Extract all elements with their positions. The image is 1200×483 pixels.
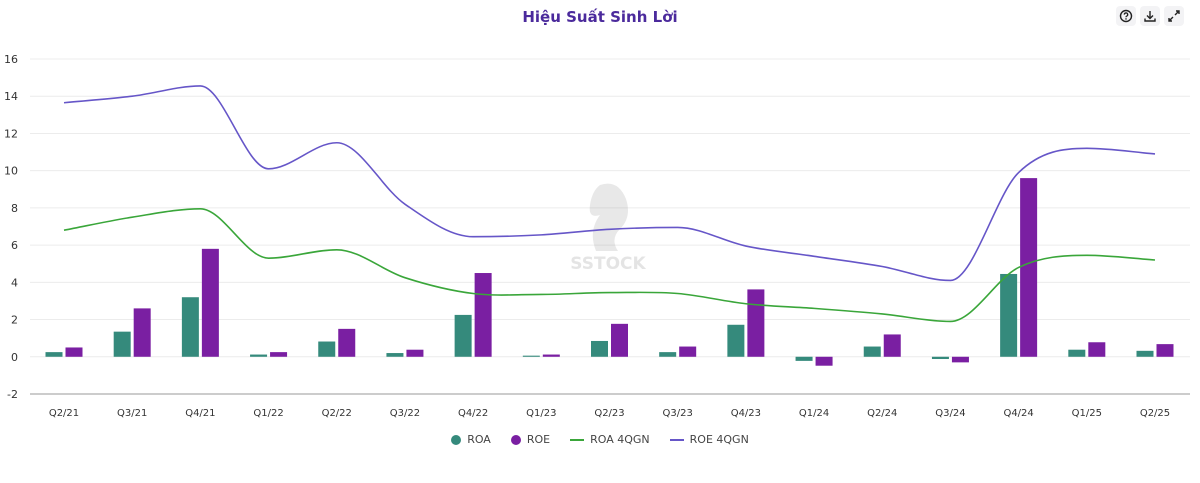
bar-roe[interactable] bbox=[270, 352, 288, 357]
x-tick-label: Q1/23 bbox=[526, 408, 556, 419]
x-tick-label: Q4/21 bbox=[185, 408, 215, 419]
x-tick-label: Q2/23 bbox=[594, 408, 624, 419]
y-tick-label: 4 bbox=[11, 276, 18, 289]
y-tick-label: 12 bbox=[4, 127, 18, 140]
y-tick-label: 10 bbox=[4, 165, 18, 178]
bar-roe[interactable] bbox=[133, 308, 151, 357]
x-tick-label: Q2/21 bbox=[49, 408, 79, 419]
bar-roe[interactable] bbox=[542, 354, 560, 357]
x-tick-label: Q2/24 bbox=[867, 408, 897, 419]
y-tick-label: 14 bbox=[4, 90, 18, 103]
bar-roa[interactable] bbox=[591, 340, 608, 357]
legend-item-roa[interactable]: ROA bbox=[451, 433, 491, 446]
x-tick-label: Q1/25 bbox=[1072, 408, 1102, 419]
bar-roa[interactable] bbox=[45, 352, 63, 357]
bar-roe[interactable] bbox=[406, 349, 424, 357]
expand-icon[interactable] bbox=[1164, 6, 1184, 26]
bar-roa[interactable] bbox=[454, 314, 472, 357]
bar-roe[interactable] bbox=[65, 347, 83, 357]
bar-roa[interactable] bbox=[522, 355, 540, 357]
x-tick-label: Q1/22 bbox=[253, 408, 283, 419]
watermark-text: SSTOCK bbox=[570, 254, 646, 274]
x-tick-label: Q3/23 bbox=[663, 408, 693, 419]
bar-roa[interactable] bbox=[250, 354, 268, 357]
y-tick-label: 8 bbox=[11, 202, 18, 215]
chart-title: Hiệu Suất Sinh Lời bbox=[522, 8, 678, 26]
x-tick-label: Q4/22 bbox=[458, 408, 488, 419]
y-tick-label: 6 bbox=[11, 239, 18, 252]
bar-roe[interactable] bbox=[679, 346, 697, 357]
legend-label: ROA bbox=[467, 433, 491, 446]
bar-roe[interactable] bbox=[201, 248, 219, 357]
bar-roe[interactable] bbox=[611, 323, 628, 357]
line-roa-4qgn[interactable] bbox=[63, 208, 1156, 323]
chart-toolbar bbox=[1116, 6, 1184, 26]
line-roe-4qgn[interactable] bbox=[63, 85, 1156, 282]
legend-item-roe-4qgn[interactable]: ROE 4QGN bbox=[669, 433, 749, 446]
sstock-watermark-logo: SSTOCK bbox=[570, 183, 647, 274]
x-tick-label: Q2/22 bbox=[322, 408, 352, 419]
roe-marker bbox=[510, 434, 521, 445]
x-tick-label: Q3/24 bbox=[935, 408, 965, 419]
bar-roa[interactable] bbox=[727, 324, 745, 357]
bar-roe[interactable] bbox=[1088, 342, 1106, 357]
x-tick-label: Q3/21 bbox=[117, 408, 147, 419]
bar-roa[interactable] bbox=[1136, 350, 1154, 357]
bar-roa[interactable] bbox=[863, 346, 881, 357]
help-icon[interactable] bbox=[1116, 6, 1136, 26]
bar-roa[interactable] bbox=[1068, 349, 1086, 357]
roa-4qgn-marker bbox=[570, 438, 585, 441]
bar-roe[interactable] bbox=[338, 328, 356, 357]
bar-roe[interactable] bbox=[747, 289, 765, 357]
bar-roa[interactable] bbox=[113, 331, 131, 357]
bar-roe[interactable] bbox=[1156, 344, 1174, 357]
roa-marker bbox=[451, 434, 462, 445]
x-tick-label: Q4/23 bbox=[731, 408, 761, 419]
roe-4qgn-marker bbox=[669, 438, 684, 441]
bar-roa[interactable] bbox=[1000, 273, 1018, 357]
x-tick-label: Q1/24 bbox=[799, 408, 829, 419]
legend-item-roa-4qgn[interactable]: ROA 4QGN bbox=[570, 433, 650, 446]
legend-label: ROA 4QGN bbox=[590, 433, 650, 446]
x-tick-label: Q3/22 bbox=[390, 408, 420, 419]
legend-label: ROE bbox=[526, 433, 551, 446]
chart-legend: ROA ROE ROA 4QGN ROE 4QGN bbox=[0, 433, 1200, 446]
bar-roe[interactable] bbox=[815, 356, 833, 366]
y-tick-label: 16 bbox=[4, 53, 18, 66]
bar-roe[interactable] bbox=[883, 334, 901, 357]
y-tick-label: 2 bbox=[11, 314, 18, 327]
bar-roa[interactable] bbox=[318, 341, 336, 357]
x-tick-label: Q4/24 bbox=[1003, 408, 1033, 419]
bar-roe[interactable] bbox=[474, 273, 492, 357]
x-tick-label: Q2/25 bbox=[1140, 408, 1170, 419]
bar-roa[interactable] bbox=[386, 353, 404, 357]
bar-roa[interactable] bbox=[795, 356, 813, 361]
bar-roe[interactable] bbox=[1020, 178, 1038, 357]
bar-roe[interactable] bbox=[951, 356, 969, 363]
bar-roa[interactable] bbox=[931, 356, 949, 360]
bar-roa[interactable] bbox=[659, 352, 677, 357]
y-tick-label: 0 bbox=[11, 351, 18, 364]
y-tick-label: -2 bbox=[7, 388, 18, 401]
legend-label: ROE 4QGN bbox=[689, 433, 749, 446]
download-icon[interactable] bbox=[1140, 6, 1160, 26]
bar-roa[interactable] bbox=[181, 297, 199, 357]
legend-item-roe[interactable]: ROE bbox=[510, 433, 551, 446]
